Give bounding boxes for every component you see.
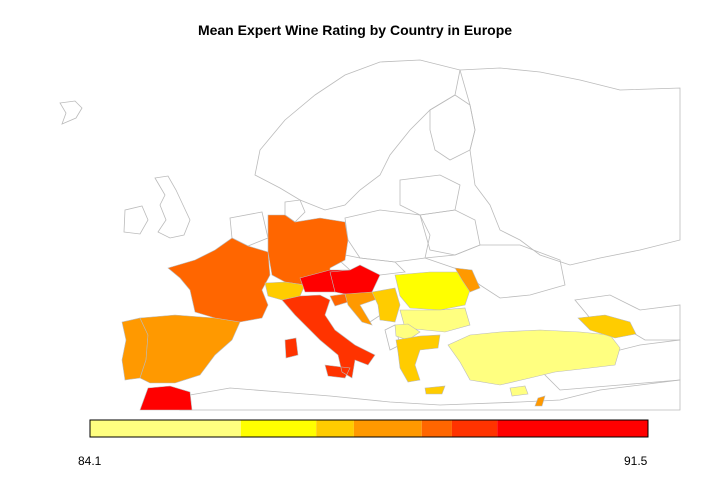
legend-bin-3 [353, 420, 422, 437]
country-morocco [139, 385, 193, 411]
country-moldova [454, 267, 481, 293]
legend-bin-6 [497, 420, 648, 437]
country-hungary [329, 264, 381, 296]
country-romania [394, 271, 471, 311]
country-italy [281, 294, 376, 379]
country-fills [121, 214, 637, 411]
country-serbia [371, 287, 401, 323]
benelux-outline [229, 211, 269, 247]
iceland-outline [59, 100, 83, 125]
ireland-outline [123, 205, 149, 235]
britain-outline [154, 175, 191, 239]
legend-bin-2 [316, 420, 354, 437]
country-cyprus [509, 385, 529, 397]
baltics-outline [399, 174, 461, 216]
legend-bins [90, 420, 648, 437]
country-germany [267, 214, 349, 286]
country-georgia [577, 314, 637, 339]
color-legend [89, 419, 649, 438]
legend-bin-4 [421, 420, 452, 437]
legend-min-label: 84.1 [78, 454, 102, 468]
country-macedonia [394, 323, 421, 341]
finland-outline [429, 94, 476, 161]
legend-bin-5 [451, 420, 498, 437]
legend-bin-0 [90, 420, 241, 437]
legend-max-label: 91.5 [624, 454, 648, 468]
country-lebanon [534, 395, 546, 407]
legend-frame [89, 419, 649, 438]
denmark-outline [284, 199, 306, 223]
country-spain [139, 314, 241, 384]
north-africa-outline [179, 379, 681, 411]
country-greece [395, 334, 446, 395]
russia-outline [459, 67, 681, 266]
country-turkey [447, 329, 621, 386]
norway-sweden-outline [254, 59, 461, 211]
poland-outline [344, 209, 431, 263]
map-title: Mean Expert Wine Rating by Country in Eu… [197, 22, 513, 38]
country-france [167, 237, 271, 323]
legend-bin-1 [240, 420, 317, 437]
